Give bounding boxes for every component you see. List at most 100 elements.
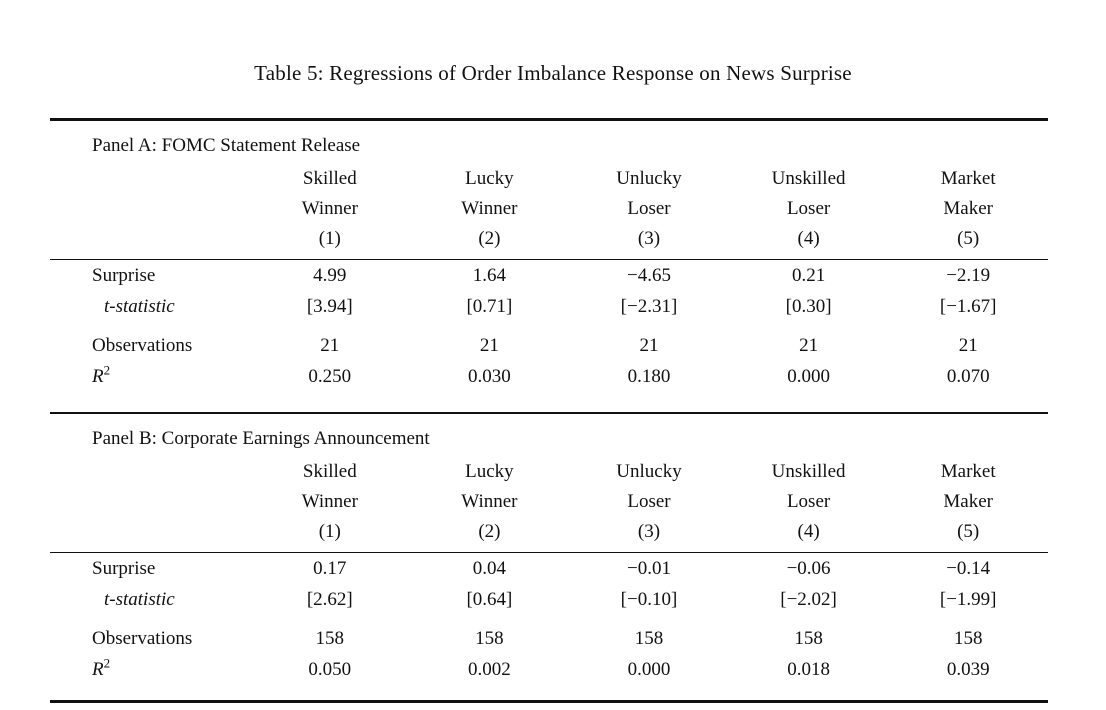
value-cell: 1.64 bbox=[472, 265, 507, 286]
value-cell: 0.000 bbox=[787, 366, 830, 387]
column-number: (2) bbox=[409, 517, 570, 553]
value-cell: 0.018 bbox=[787, 659, 830, 680]
column-header: Unlucky bbox=[616, 461, 682, 482]
header-row-numbers: (1) (2) (3) (4) (5) bbox=[50, 224, 1048, 260]
column-header: Winner bbox=[461, 198, 518, 219]
column-number: (4) bbox=[728, 224, 889, 260]
header-row-line1: Skilled Lucky Unlucky Unskilled Market bbox=[50, 451, 1048, 487]
value-cell: 0.250 bbox=[308, 366, 352, 387]
value-cell: 0.002 bbox=[468, 659, 511, 680]
value-cell: 0.030 bbox=[468, 366, 511, 387]
header-row-numbers: (1) (2) (3) (4) (5) bbox=[50, 517, 1048, 553]
column-header: Maker bbox=[943, 491, 993, 512]
value-cell: 21 bbox=[639, 335, 659, 356]
value-cell: [2.62] bbox=[306, 589, 353, 610]
value-cell: 158 bbox=[794, 628, 823, 649]
panel-b-grid: Skilled Lucky Unlucky Unskilled Market W… bbox=[50, 451, 1048, 685]
r-symbol: R bbox=[92, 659, 104, 680]
row-spacer bbox=[50, 615, 1048, 623]
column-number: (4) bbox=[728, 517, 889, 553]
value-cell: 158 bbox=[315, 628, 345, 649]
value-cell: 0.180 bbox=[627, 366, 671, 387]
value-cell: −2.19 bbox=[946, 265, 991, 286]
value-cell: [−0.10] bbox=[620, 589, 678, 610]
row-spacer bbox=[50, 322, 1048, 330]
header-row-line2: Winner Winner Loser Loser Maker bbox=[50, 487, 1048, 517]
panel-b-title: Panel B: Corporate Earnings Announcement bbox=[92, 428, 430, 449]
column-number: (5) bbox=[888, 224, 1048, 260]
value-cell: [−2.31] bbox=[620, 296, 678, 317]
column-number: (1) bbox=[250, 224, 410, 260]
column-header: Skilled bbox=[302, 168, 357, 189]
header-spacer bbox=[50, 158, 250, 194]
column-header: Market bbox=[940, 168, 996, 189]
panel-a-title: Panel A: FOMC Statement Release bbox=[92, 135, 361, 156]
column-header: Skilled bbox=[302, 461, 357, 482]
column-header: Maker bbox=[943, 198, 993, 219]
value-cell: 0.17 bbox=[313, 558, 347, 579]
column-header: Winner bbox=[301, 198, 358, 219]
header-spacer bbox=[50, 517, 250, 553]
column-number: (3) bbox=[569, 224, 729, 260]
column-header: Loser bbox=[627, 491, 671, 512]
value-cell: −0.06 bbox=[786, 558, 831, 579]
column-header: Loser bbox=[627, 198, 671, 219]
panel-a-grid: Skilled Lucky Unlucky Unskilled Market W… bbox=[50, 158, 1048, 392]
row-label: t-statistic bbox=[104, 589, 175, 610]
value-cell: 21 bbox=[320, 335, 340, 356]
header-spacer bbox=[50, 224, 250, 260]
value-cell: [0.71] bbox=[466, 296, 513, 317]
value-cell: 0.21 bbox=[791, 265, 826, 286]
column-header: Winner bbox=[301, 491, 358, 512]
value-cell: 21 bbox=[958, 335, 978, 356]
header-spacer bbox=[50, 194, 250, 224]
value-cell: [−1.99] bbox=[939, 589, 997, 610]
row-observations: Observations 158 158 158 158 158 bbox=[50, 623, 1048, 654]
value-cell: 158 bbox=[475, 628, 504, 649]
value-cell: 158 bbox=[953, 628, 983, 649]
r-symbol: R bbox=[92, 366, 104, 387]
panel-a: Panel A: FOMC Statement Release Skilled … bbox=[50, 134, 1048, 412]
row-label: R2 bbox=[50, 654, 250, 685]
value-cell: 4.99 bbox=[313, 265, 347, 286]
column-header: Lucky bbox=[465, 168, 514, 189]
value-cell: −0.14 bbox=[946, 558, 991, 579]
regression-table: Panel A: FOMC Statement Release Skilled … bbox=[50, 118, 1048, 703]
r-exponent: 2 bbox=[103, 655, 111, 671]
column-header: Loser bbox=[786, 491, 831, 512]
value-cell: 0.050 bbox=[308, 659, 352, 680]
row-label: R2 bbox=[50, 361, 250, 392]
header-spacer bbox=[50, 487, 250, 517]
column-number: (5) bbox=[888, 517, 1048, 553]
value-cell: [−1.67] bbox=[939, 296, 997, 317]
row-surprise: Surprise 4.99 1.64 −4.65 0.21 −2.19 bbox=[50, 260, 1048, 292]
column-header: Unskilled bbox=[771, 168, 846, 189]
row-label: Surprise bbox=[92, 558, 156, 579]
column-header: Lucky bbox=[465, 461, 514, 482]
r-exponent: 2 bbox=[103, 362, 111, 378]
panel-a-header: Skilled Lucky Unlucky Unskilled Market W… bbox=[50, 158, 1048, 260]
row-tstatistic: t-statistic [3.94] [0.71] [−2.31] [0.30]… bbox=[50, 291, 1048, 322]
row-r-squared: R2 0.250 0.030 0.180 0.000 0.070 bbox=[50, 361, 1048, 392]
column-header: Unlucky bbox=[616, 168, 682, 189]
panel-divider-rule bbox=[50, 412, 1048, 414]
header-row-line2: Winner Winner Loser Loser Maker bbox=[50, 194, 1048, 224]
value-cell: [0.30] bbox=[785, 296, 832, 317]
row-observations: Observations 21 21 21 21 21 bbox=[50, 330, 1048, 361]
column-header: Winner bbox=[461, 491, 518, 512]
value-cell: [3.94] bbox=[306, 296, 353, 317]
column-number: (1) bbox=[250, 517, 410, 553]
column-header: Unskilled bbox=[771, 461, 846, 482]
panel-b-header: Skilled Lucky Unlucky Unskilled Market W… bbox=[50, 451, 1048, 553]
value-cell: −4.65 bbox=[627, 265, 671, 286]
value-cell: 21 bbox=[479, 335, 499, 356]
value-cell: [−2.02] bbox=[780, 589, 837, 610]
column-header: Loser bbox=[786, 198, 831, 219]
value-cell: [0.64] bbox=[466, 589, 513, 610]
value-cell: 158 bbox=[634, 628, 664, 649]
header-row-line1: Skilled Lucky Unlucky Unskilled Market bbox=[50, 158, 1048, 194]
column-number: (3) bbox=[569, 517, 729, 553]
value-cell: −0.01 bbox=[627, 558, 671, 579]
row-tstatistic: t-statistic [2.62] [0.64] [−0.10] [−2.02… bbox=[50, 584, 1048, 615]
